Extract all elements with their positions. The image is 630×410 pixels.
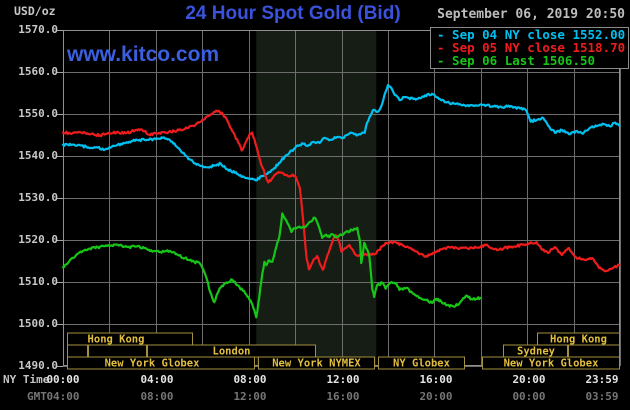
y-axis-tick-marks: [57, 30, 63, 367]
session-box-empty: [67, 344, 88, 358]
session-box-new-york-nymex: [258, 356, 375, 370]
y-axis-label: 1530.0: [18, 191, 58, 204]
x-axis-label-ny: 08:00: [233, 373, 267, 386]
x-axis-label-ny: 00:00: [46, 373, 80, 386]
x-axis-label-gmt: 12:00: [233, 390, 267, 403]
x-axis-label-gmt: 16:00: [326, 390, 360, 403]
session-label-new-york-nymex: New York NYMEX: [272, 358, 361, 370]
x-axis-label-ny: 12:00: [326, 373, 360, 386]
session-box-new-york-globex: [67, 356, 255, 370]
session-label-sydney: Sydney: [517, 346, 556, 358]
session-box-ny-globex: [378, 356, 465, 370]
y-axis-label: 1500.0: [18, 317, 58, 330]
y-axis-unit-label: USD/oz: [14, 4, 56, 18]
datetime-label: September 06, 2019 20:50: [437, 7, 625, 22]
legend-box: - Sep 04 NY close 1552.00 - Sep 05 NY cl…: [430, 27, 629, 69]
x-axis-label-gmt: 00:00: [512, 390, 546, 403]
series-line-sep-05: [61, 109, 621, 273]
y-axis-label: 1560.0: [18, 65, 58, 78]
x-axis-label-ny: 23:59: [585, 373, 619, 386]
x-axis-label-gmt: 04:00: [46, 390, 80, 403]
x-axis-label-ny: 16:00: [419, 373, 453, 386]
session-box-empty: [88, 344, 147, 358]
legend-item-sep06: - Sep 06 Last 1506.50: [437, 53, 596, 68]
y-axis-label: 1570.0: [18, 23, 58, 36]
x-axis-label-ny: 04:00: [140, 373, 174, 386]
x-axis-label-gmt: 03:59: [585, 390, 619, 403]
session-label-ny-globex: NY Globex: [393, 358, 451, 370]
session-label-new-york-globex: New York Globex: [105, 358, 201, 370]
gmt-axis-label: GMT: [27, 390, 47, 403]
y-axis-label: 1520.0: [18, 233, 58, 246]
session-label-new-york-globex: New York Globex: [504, 358, 600, 370]
session-label-hong-kong: Hong Kong: [550, 334, 607, 346]
session-box-empty: [568, 344, 620, 358]
y-axis-label: 1550.0: [18, 107, 58, 120]
page-title: 24 Hour Spot Gold (Bid): [185, 3, 401, 24]
y-axis-label: 1510.0: [18, 275, 58, 288]
x-axis-label-gmt: 08:00: [140, 390, 174, 403]
session-label-hong-kong: Hong Kong: [88, 334, 145, 346]
series-line-sep-04: [61, 83, 621, 182]
session-box-new-york-globex: [482, 356, 620, 370]
ny-time-axis-label: NY Time: [3, 373, 50, 386]
y-axis-label: 1490.0: [18, 359, 58, 372]
legend-item-sep04: - Sep 04 NY close 1552.00: [437, 27, 626, 42]
legend-item-sep05: - Sep 05 NY close 1518.70: [437, 40, 626, 55]
x-axis-label-ny: 20:00: [512, 373, 546, 386]
y-axis-label: 1540.0: [18, 149, 58, 162]
series-line-sep-06: [61, 212, 482, 319]
kitco-watermark-link[interactable]: www.kitco.com: [67, 43, 220, 66]
x-axis-label-gmt: 20:00: [419, 390, 453, 403]
session-label-london: London: [213, 346, 251, 358]
